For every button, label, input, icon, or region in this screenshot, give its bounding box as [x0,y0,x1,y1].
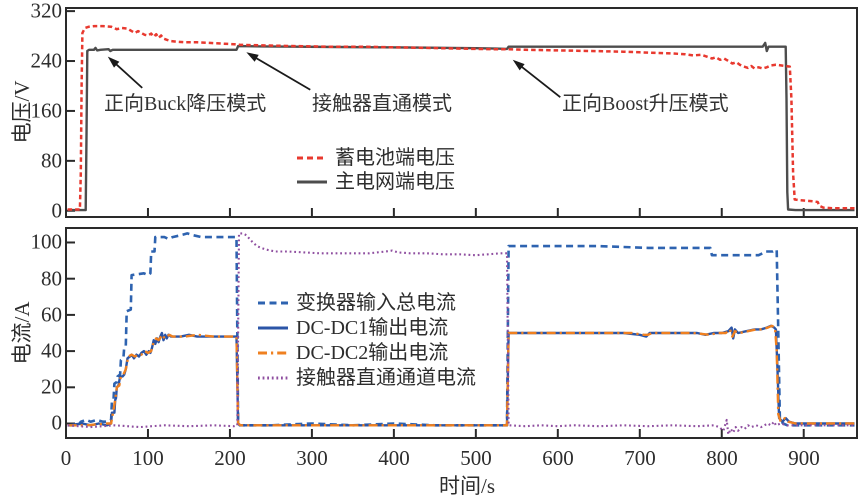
voltage-ytick-160: 160 [30,98,63,123]
legend-item-grid-voltage: 主电网端电压 [296,172,455,192]
xtick-400: 400 [378,446,410,470]
legend-item-dcdc1-current: DC-DC1输出电流 [257,318,476,338]
voltage-legend: 蓄电池端电压 主电网端电压 [296,148,455,192]
legend-label: 接触器直通通道电流 [296,367,476,389]
legend-label: DC-DC2输出电流 [296,342,449,364]
current-legend: 变换器输入总电流 DC-DC1输出电流 DC-DC2输出电流 接触器直通通道电流 [257,293,476,388]
voltage-ytick-80: 80 [41,148,62,173]
xtick-600: 600 [542,446,574,470]
converter-input-line-icon [258,301,288,305]
legend-item-battery-voltage: 蓄电池端电压 [296,148,455,168]
xtick-300: 300 [296,446,328,470]
annotation-contactor-mode: 接触器直通模式 [312,93,452,115]
xtick-0: 0 [60,446,72,470]
current-ytick-100: 100 [30,229,63,254]
grid-voltage-line-icon [297,180,327,184]
voltage-ytick-0: 0 [51,198,63,223]
battery-voltage-line-icon [297,156,327,160]
voltage-ytick-320: 320 [30,0,63,23]
legend-label: DC-DC1输出电流 [296,317,449,339]
voltage-ytick-240: 240 [30,48,63,73]
legend-item-dcdc2-current: DC-DC2输出电流 [257,343,476,363]
contactor-channel-line-icon [258,376,288,380]
annotation-buck-mode: 正向Buck降压模式 [104,93,267,115]
legend-label: 蓄电池端电压 [335,147,455,169]
current-ytick-60: 60 [41,302,62,327]
dcdc2-line-icon [258,351,288,355]
xtick-700: 700 [624,446,656,470]
legend-label: 主电网端电压 [335,171,455,193]
legend-item-contactor-channel-current: 接触器直通通道电流 [257,368,476,388]
time-axis-title: 时间/s [438,474,496,495]
xtick-100: 100 [132,446,164,470]
xtick-900: 900 [788,446,820,470]
legend-item-converter-input-current: 变换器输入总电流 [257,293,476,313]
legend-label: 变换器输入总电流 [296,292,456,314]
current-ytick-0: 0 [51,410,63,435]
xtick-500: 500 [460,446,492,470]
current-ytick-80: 80 [41,266,62,291]
current-ytick-20: 20 [41,374,62,399]
annotation-boost-mode: 正向Boost升压模式 [562,93,729,115]
xtick-200: 200 [214,446,246,470]
xtick-800: 800 [706,446,738,470]
dcdc1-line-icon [258,326,288,330]
current-ytick-40: 40 [41,338,62,363]
